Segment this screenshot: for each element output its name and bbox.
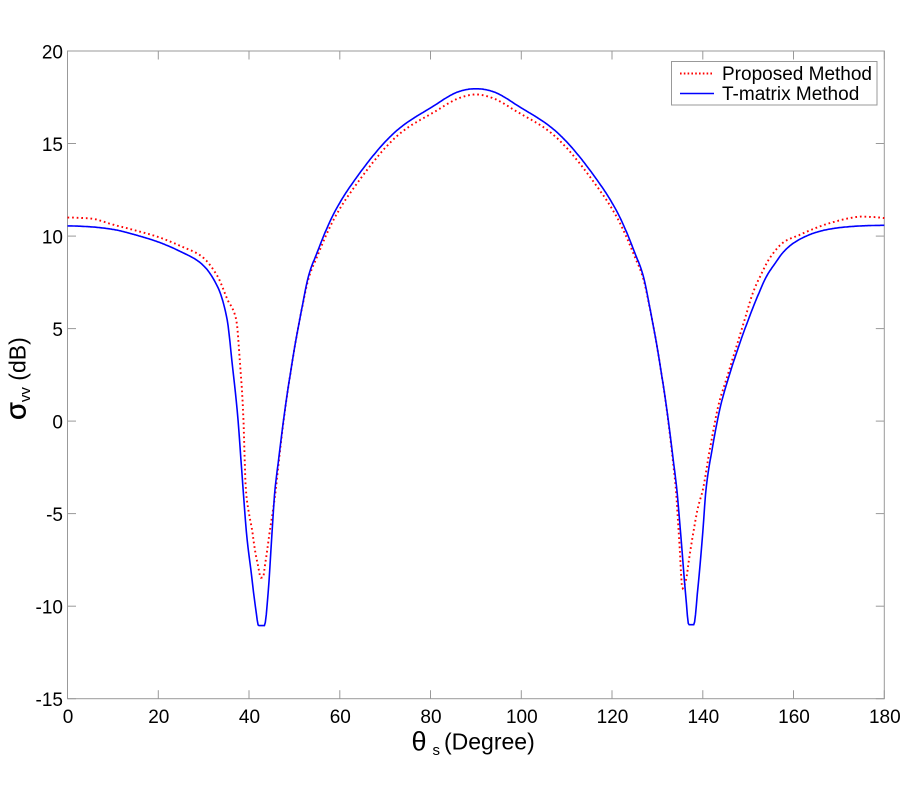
svg-text:15: 15 <box>42 135 63 156</box>
svg-text:40: 40 <box>239 707 260 728</box>
svg-text:0: 0 <box>52 413 63 434</box>
svg-text:100: 100 <box>506 707 538 728</box>
svg-text:σvv (dB): σvv (dB) <box>1 337 35 420</box>
svg-text:T-matrix Method: T-matrix Method <box>722 84 859 105</box>
svg-text:(Degree): (Degree) <box>444 729 535 755</box>
svg-text:120: 120 <box>597 707 629 728</box>
svg-text:-15: -15 <box>36 690 63 711</box>
svg-text:Proposed Method: Proposed Method <box>722 64 872 85</box>
svg-text:-5: -5 <box>46 505 63 526</box>
svg-text:s: s <box>433 742 441 759</box>
svg-text:θ: θ <box>412 727 427 757</box>
svg-text:80: 80 <box>420 707 441 728</box>
svg-text:60: 60 <box>330 707 351 728</box>
svg-text:-10: -10 <box>36 598 63 619</box>
svg-text:20: 20 <box>42 43 63 64</box>
svg-text:5: 5 <box>52 320 63 341</box>
svg-text:20: 20 <box>148 707 169 728</box>
svg-text:180: 180 <box>869 707 900 728</box>
svg-text:0: 0 <box>63 707 74 728</box>
svg-text:140: 140 <box>687 707 719 728</box>
svg-text:10: 10 <box>42 228 63 249</box>
svg-text:160: 160 <box>778 707 810 728</box>
